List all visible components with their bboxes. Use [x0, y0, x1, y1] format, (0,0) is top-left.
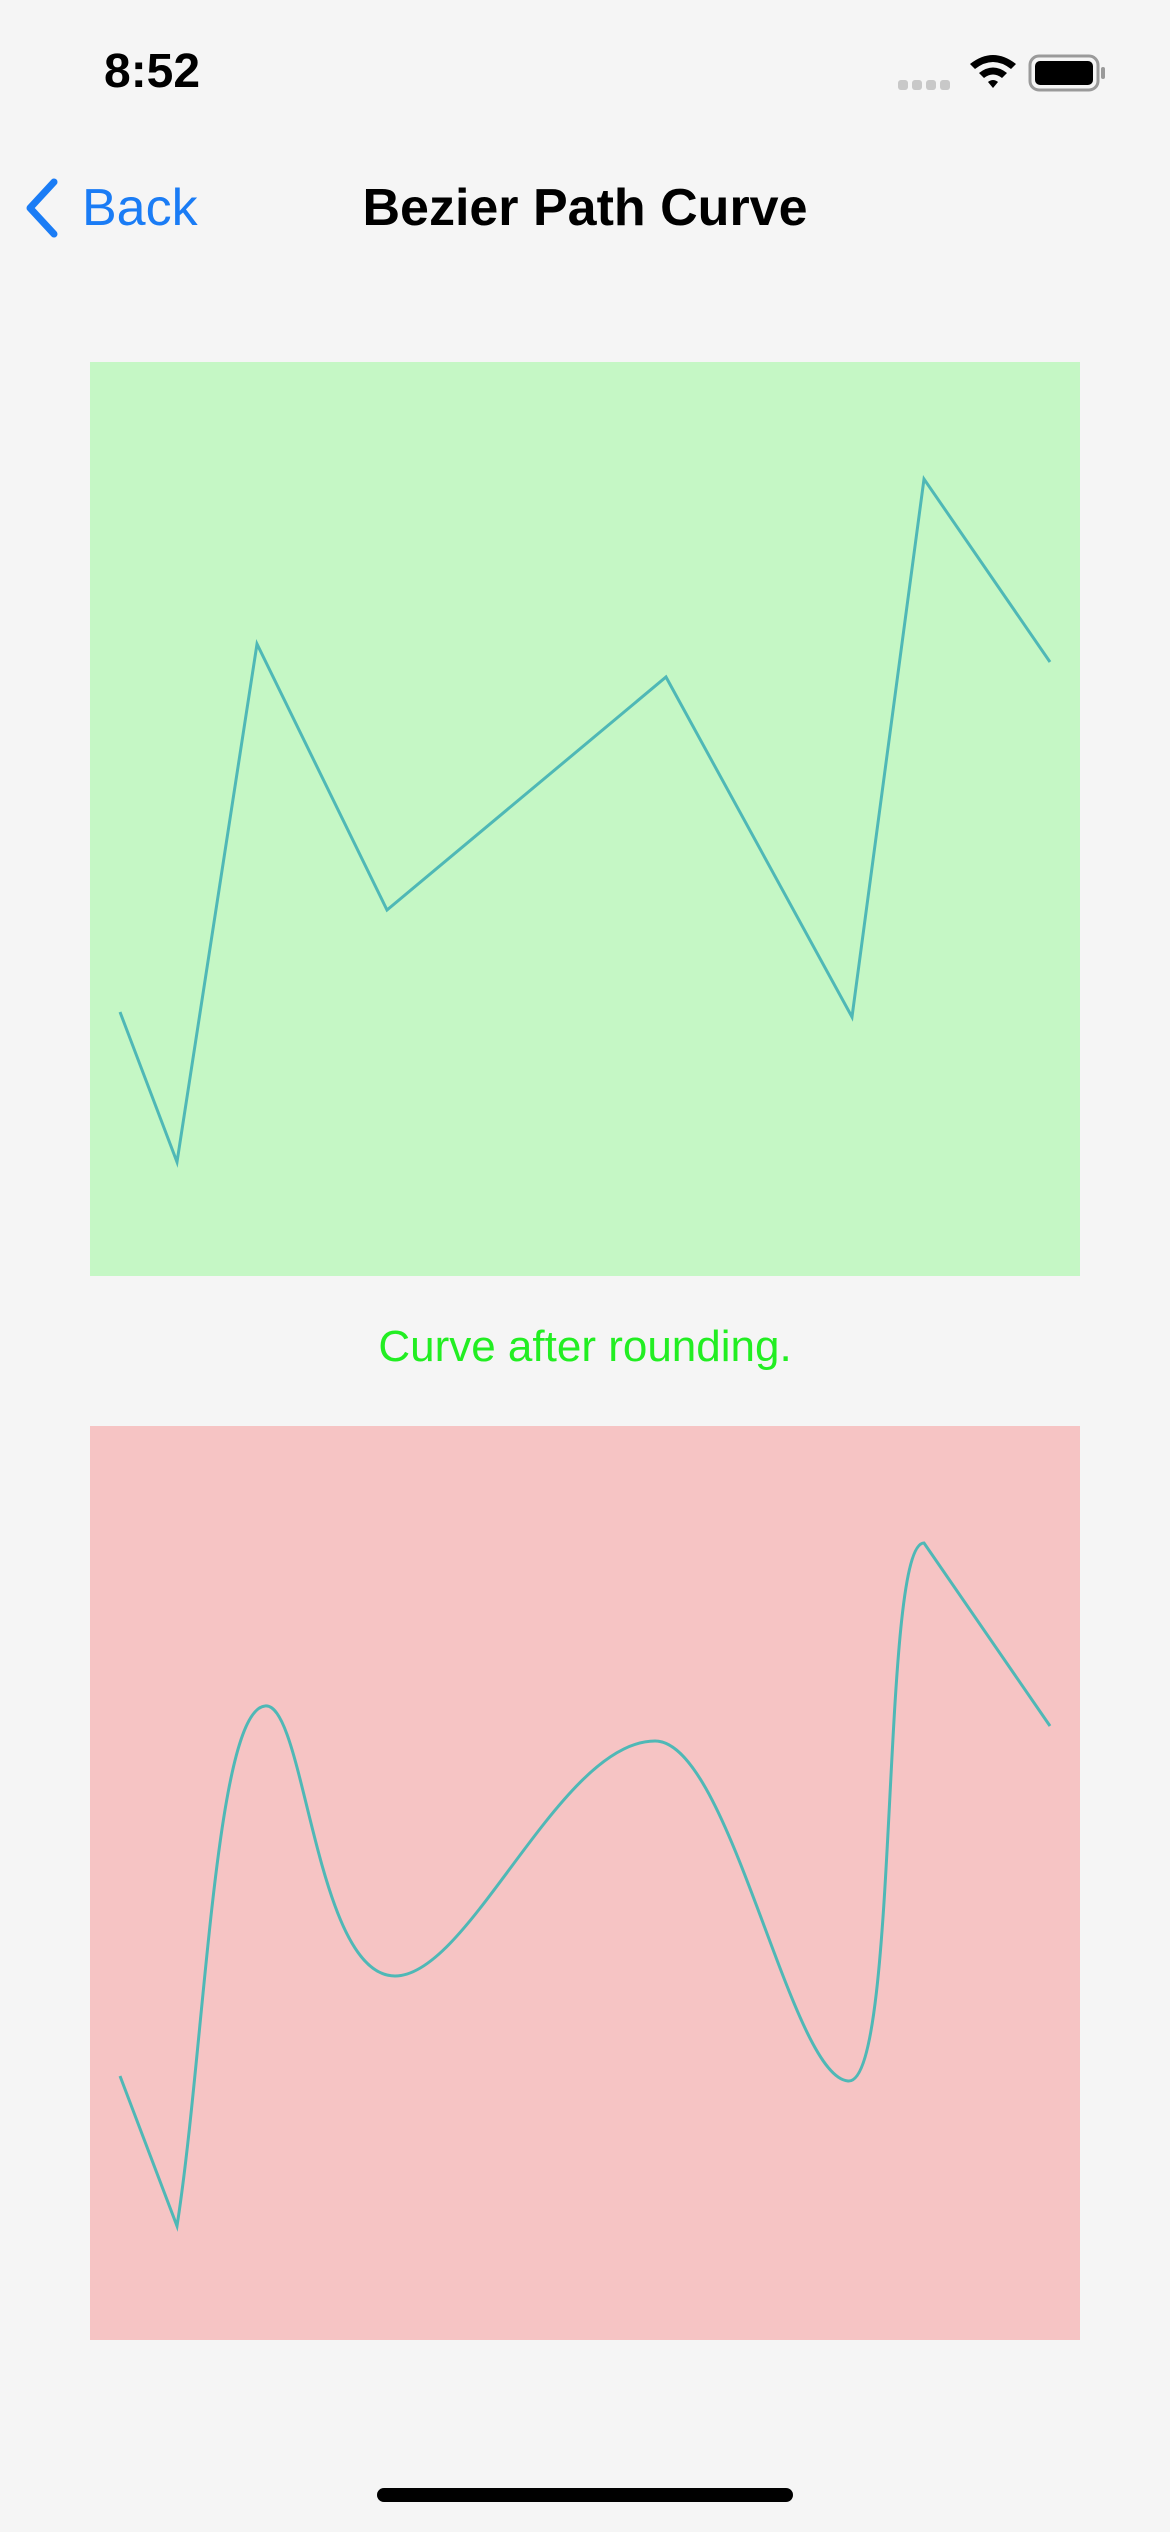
page-title: Bezier Path Curve	[362, 179, 808, 237]
polyline-canvas	[90, 362, 1080, 1276]
battery-icon	[1028, 54, 1105, 92]
back-label: Back	[82, 179, 198, 237]
cellular-signal-icon	[898, 80, 950, 90]
chevron-left-icon	[22, 178, 62, 238]
navigation-bar: Back Bezier Path Curve	[0, 160, 1170, 256]
polyline-path	[118, 474, 1052, 1168]
rounded-curve-path	[118, 1541, 1052, 2232]
panel-background	[90, 1426, 1080, 2340]
status-bar: 8:52	[0, 0, 1170, 140]
status-time: 8:52	[104, 45, 201, 98]
wifi-icon	[970, 55, 1016, 88]
home-indicator[interactable]	[377, 2488, 793, 2502]
rounded-curve-panel	[90, 1426, 1080, 2340]
rounded-curve-canvas	[90, 1426, 1080, 2340]
caption-text: Curve after rounding.	[378, 1322, 792, 1371]
back-button[interactable]: Back	[22, 168, 198, 248]
status-icons	[898, 50, 1118, 98]
panel-background	[90, 362, 1080, 1276]
polyline-panel	[90, 362, 1080, 1276]
